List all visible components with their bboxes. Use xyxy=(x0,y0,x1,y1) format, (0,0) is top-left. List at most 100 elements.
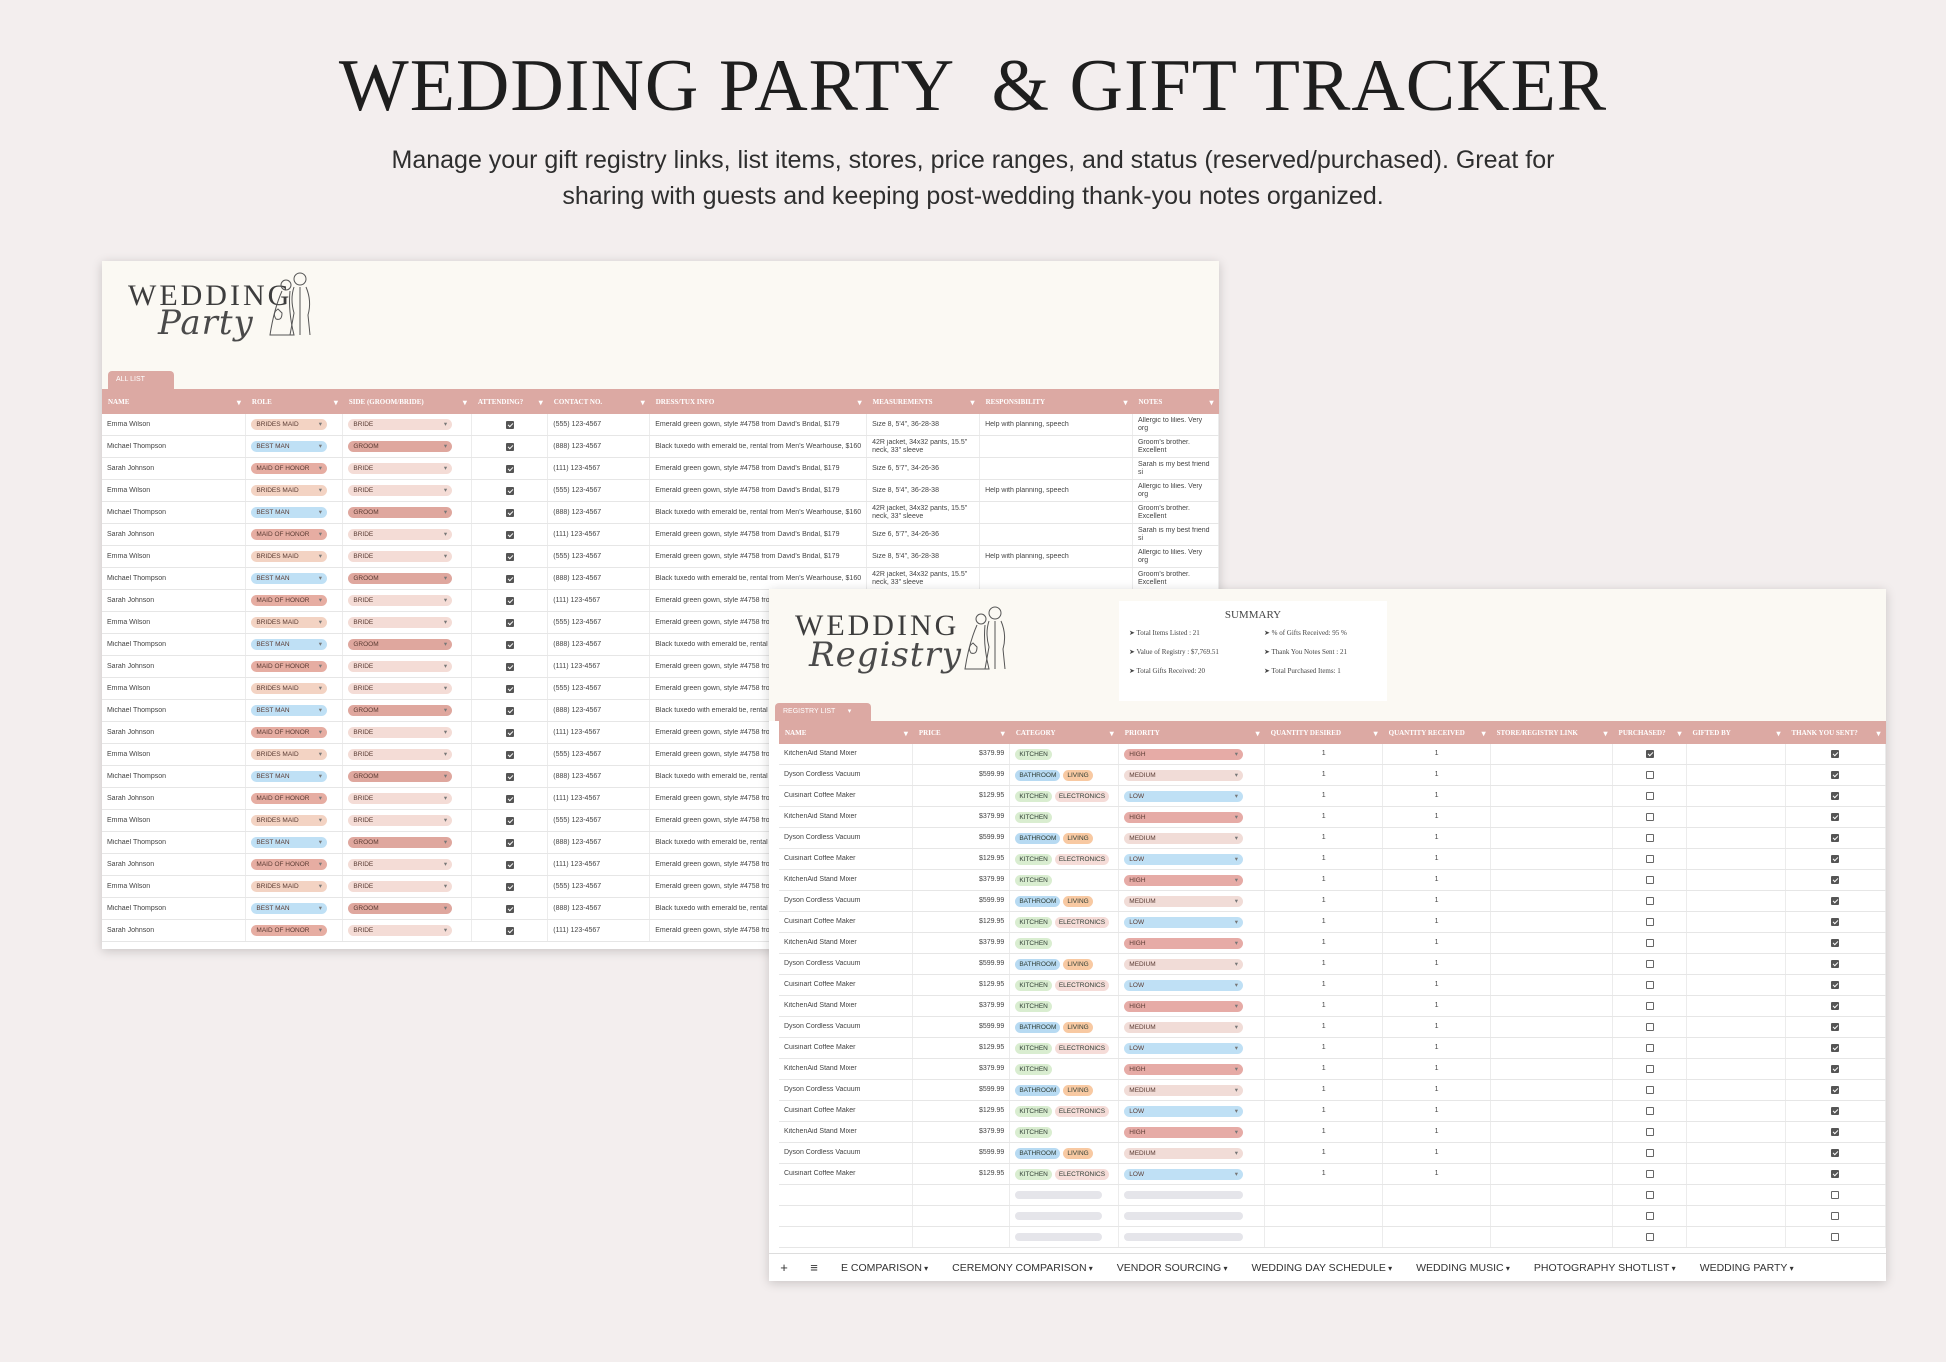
dropdown-chip[interactable]: BRIDES MAID xyxy=(251,551,328,562)
checkbox[interactable] xyxy=(1831,1044,1840,1052)
checkbox[interactable] xyxy=(1831,1233,1840,1241)
checkbox[interactable] xyxy=(1831,1002,1840,1010)
sheet-tab[interactable]: WEDDING PARTY xyxy=(1688,1262,1806,1274)
checkbox[interactable] xyxy=(505,596,514,605)
dropdown-chip[interactable]: BRIDE xyxy=(348,485,453,496)
category-chip[interactable]: BATHROOM xyxy=(1015,895,1061,907)
dropdown-chip[interactable]: BRIDES MAID xyxy=(251,683,328,694)
dropdown-chip[interactable]: HIGH xyxy=(1124,874,1243,886)
category-chip[interactable]: ELECTRONICS xyxy=(1054,853,1110,865)
category-chip[interactable]: KITCHEN xyxy=(1015,874,1052,886)
checkbox[interactable] xyxy=(1645,1128,1654,1136)
category-chip[interactable]: KITCHEN xyxy=(1015,1105,1052,1117)
dropdown-chip[interactable]: GROOM xyxy=(348,837,453,848)
dropdown-chip[interactable]: LOW xyxy=(1124,790,1243,802)
checkbox[interactable] xyxy=(1645,1002,1654,1010)
dropdown-chip[interactable]: LOW xyxy=(1124,1168,1243,1180)
dropdown-empty[interactable] xyxy=(1124,1212,1243,1220)
category-chip[interactable]: KITCHEN xyxy=(1015,1126,1052,1138)
dropdown-chip[interactable]: MEDIUM xyxy=(1124,1147,1243,1159)
checkbox[interactable] xyxy=(1645,1191,1654,1199)
category-chip[interactable]: LIVING xyxy=(1063,832,1093,844)
category-chip[interactable]: ELECTRONICS xyxy=(1054,916,1110,928)
category-chip[interactable]: BATHROOM xyxy=(1015,769,1061,781)
category-chip[interactable]: LIVING xyxy=(1063,958,1093,970)
checkbox[interactable] xyxy=(1645,981,1654,989)
category-chip[interactable]: LIVING xyxy=(1063,1147,1093,1159)
dropdown-chip[interactable]: MAID OF HONOR xyxy=(251,859,328,870)
checkbox[interactable] xyxy=(505,552,514,561)
checkbox[interactable] xyxy=(505,706,514,715)
dropdown-empty[interactable] xyxy=(1015,1212,1102,1220)
dropdown-chip[interactable]: BEST MAN xyxy=(251,837,328,848)
dropdown-chip[interactable]: BEST MAN xyxy=(251,573,328,584)
category-chip[interactable]: BATHROOM xyxy=(1015,1147,1061,1159)
checkbox[interactable] xyxy=(1645,1170,1654,1178)
dropdown-chip[interactable]: BRIDE xyxy=(348,727,453,738)
checkbox[interactable] xyxy=(1831,1023,1840,1031)
dropdown-chip[interactable]: BRIDE xyxy=(348,617,453,628)
dropdown-chip[interactable]: HIGH xyxy=(1124,1063,1243,1075)
dropdown-chip[interactable]: GROOM xyxy=(348,573,453,584)
dropdown-chip[interactable]: MAID OF HONOR xyxy=(251,463,328,474)
checkbox[interactable] xyxy=(505,882,514,891)
checkbox[interactable] xyxy=(505,838,514,847)
dropdown-chip[interactable]: BEST MAN xyxy=(251,441,328,452)
dropdown-chip[interactable]: BRIDE xyxy=(348,815,453,826)
dropdown-chip[interactable]: BEST MAN xyxy=(251,507,328,518)
checkbox[interactable] xyxy=(1645,1149,1654,1157)
category-chip[interactable]: BATHROOM xyxy=(1015,958,1061,970)
checkbox[interactable] xyxy=(1831,939,1840,947)
checkbox[interactable] xyxy=(1831,1212,1840,1220)
checkbox[interactable] xyxy=(505,750,514,759)
checkbox[interactable] xyxy=(1645,1044,1654,1052)
dropdown-chip[interactable]: HIGH xyxy=(1124,811,1243,823)
category-chip[interactable]: LIVING xyxy=(1063,1021,1093,1033)
checkbox[interactable] xyxy=(1645,876,1654,884)
sheet-tab[interactable]: WEDDING MUSIC xyxy=(1404,1262,1522,1274)
checkbox[interactable] xyxy=(505,772,514,781)
category-chip[interactable]: BATHROOM xyxy=(1015,1084,1061,1096)
dropdown-chip[interactable]: BRIDE xyxy=(348,683,453,694)
checkbox[interactable] xyxy=(1645,897,1654,905)
category-chip[interactable]: KITCHEN xyxy=(1015,1000,1052,1012)
dropdown-chip[interactable]: BRIDES MAID xyxy=(251,485,328,496)
tab-icon[interactable] xyxy=(156,371,174,389)
category-chip[interactable]: ELECTRONICS xyxy=(1054,979,1110,991)
checkbox[interactable] xyxy=(1831,750,1840,758)
checkbox[interactable] xyxy=(1831,1107,1840,1115)
category-chip[interactable]: KITCHEN xyxy=(1015,937,1052,949)
dropdown-chip[interactable]: BRIDE xyxy=(348,749,453,760)
dropdown-chip[interactable]: BRIDE xyxy=(348,925,453,936)
dropdown-chip[interactable]: MAID OF HONOR xyxy=(251,529,328,540)
dropdown-chip[interactable]: HIGH xyxy=(1124,748,1243,760)
dropdown-chip[interactable]: BRIDE xyxy=(348,529,453,540)
checkbox[interactable] xyxy=(1831,813,1840,821)
dropdown-chip[interactable]: HIGH xyxy=(1124,1126,1243,1138)
dropdown-chip[interactable]: LOW xyxy=(1124,853,1243,865)
view-tab[interactable]: REGISTRY LIST xyxy=(775,703,862,721)
checkbox[interactable] xyxy=(1831,918,1840,926)
add-sheet-button[interactable]: + xyxy=(780,1260,788,1275)
category-chip[interactable]: LIVING xyxy=(1063,769,1093,781)
dropdown-empty[interactable] xyxy=(1124,1191,1243,1199)
dropdown-chip[interactable]: BRIDE xyxy=(348,881,453,892)
checkbox[interactable] xyxy=(1645,813,1654,821)
checkbox[interactable] xyxy=(1831,855,1840,863)
checkbox[interactable] xyxy=(505,926,514,935)
dropdown-chip[interactable]: MEDIUM xyxy=(1124,1021,1243,1033)
dropdown-chip[interactable]: GROOM xyxy=(348,639,453,650)
category-chip[interactable]: BATHROOM xyxy=(1015,832,1061,844)
sheet-tab[interactable]: WEDDING DAY SCHEDULE xyxy=(1239,1262,1404,1274)
category-chip[interactable]: ELECTRONICS xyxy=(1054,1042,1110,1054)
checkbox[interactable] xyxy=(1645,918,1654,926)
checkbox[interactable] xyxy=(505,420,514,429)
category-chip[interactable]: ELECTRONICS xyxy=(1054,1168,1110,1180)
dropdown-chip[interactable]: LOW xyxy=(1124,979,1243,991)
dropdown-chip[interactable]: MEDIUM xyxy=(1124,1084,1243,1096)
dropdown-chip[interactable]: BEST MAN xyxy=(251,705,328,716)
sheet-tab[interactable]: CEREMONY COMPARISON xyxy=(940,1262,1105,1274)
checkbox[interactable] xyxy=(1645,1233,1654,1241)
checkbox[interactable] xyxy=(505,904,514,913)
dropdown-chip[interactable]: BEST MAN xyxy=(251,639,328,650)
